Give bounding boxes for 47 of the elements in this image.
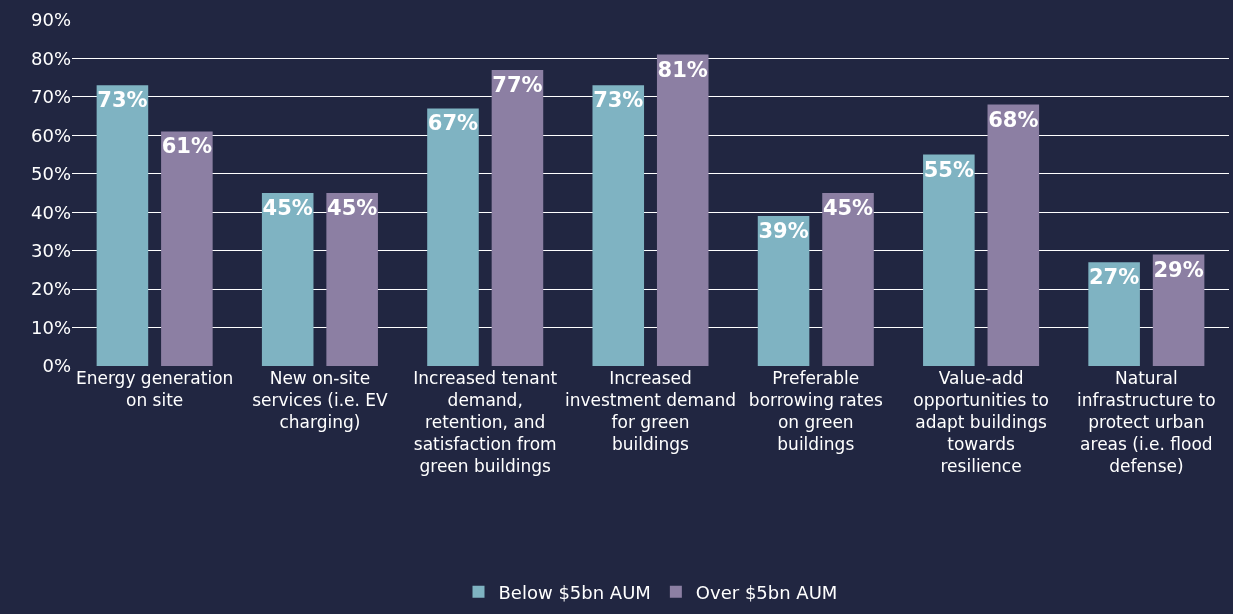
y-tick-label: 70%: [30, 86, 71, 108]
data-label: 29%: [1153, 257, 1204, 282]
bar: [1088, 262, 1140, 366]
y-tick-label: 0%: [42, 355, 71, 377]
bar: [656, 54, 709, 366]
legend-label: Over $5bn AUM: [695, 581, 838, 603]
bar: [822, 193, 874, 366]
data-label: 73%: [97, 88, 148, 113]
bar: [326, 193, 378, 366]
data-label: 27%: [1088, 265, 1140, 290]
data-label: 45%: [262, 196, 313, 220]
x-tick-label: Increased investment demand for green buildings: [564, 368, 737, 455]
bar: [923, 154, 975, 366]
bar: [592, 85, 645, 366]
data-label: 68%: [988, 107, 1039, 132]
y-tick-label: 30%: [30, 239, 71, 261]
data-label: 73%: [593, 88, 644, 113]
y-tick-label: 60%: [30, 124, 71, 146]
bar: [1152, 254, 1205, 366]
x-tick-label: Natural infrastructure to protect urban areas (i.e. flood defense): [1077, 368, 1216, 477]
data-label: 61%: [161, 134, 213, 159]
x-tick-label: New on-site services (i.e. EV charging): [252, 368, 389, 433]
bar: [987, 104, 1040, 366]
data-label: 67%: [427, 111, 479, 136]
data-label: 55%: [923, 157, 974, 182]
bar: [96, 85, 149, 366]
bar: [757, 216, 810, 366]
bar: [491, 69, 544, 366]
x-tick-label: Energy generation on site: [75, 368, 234, 411]
y-tick-label: 20%: [30, 278, 71, 300]
y-tick-label: 90%: [30, 9, 71, 31]
y-tick-label: 80%: [30, 47, 71, 69]
data-label: 39%: [758, 219, 809, 244]
y-tick-label: 10%: [30, 316, 71, 338]
x-tick-label: Value-add opportunities to adapt buildings towards resilience: [913, 368, 1049, 477]
legend-label: Below $5bn AUM: [498, 581, 651, 603]
bar: [427, 108, 479, 366]
data-label: 81%: [657, 57, 708, 82]
data-label: 45%: [822, 196, 874, 220]
data-label: 45%: [327, 196, 378, 220]
y-tick-label: 50%: [30, 163, 71, 185]
data-label: 77%: [492, 72, 543, 97]
y-tick-label: 40%: [30, 201, 71, 223]
x-tick-label: Increased tenant demand, retention, and satisfaction from green buildings: [413, 368, 558, 477]
bar: [261, 193, 314, 366]
bar: [161, 131, 213, 366]
x-tick-label: Preferable borrowing rates on green buildings: [748, 368, 883, 455]
